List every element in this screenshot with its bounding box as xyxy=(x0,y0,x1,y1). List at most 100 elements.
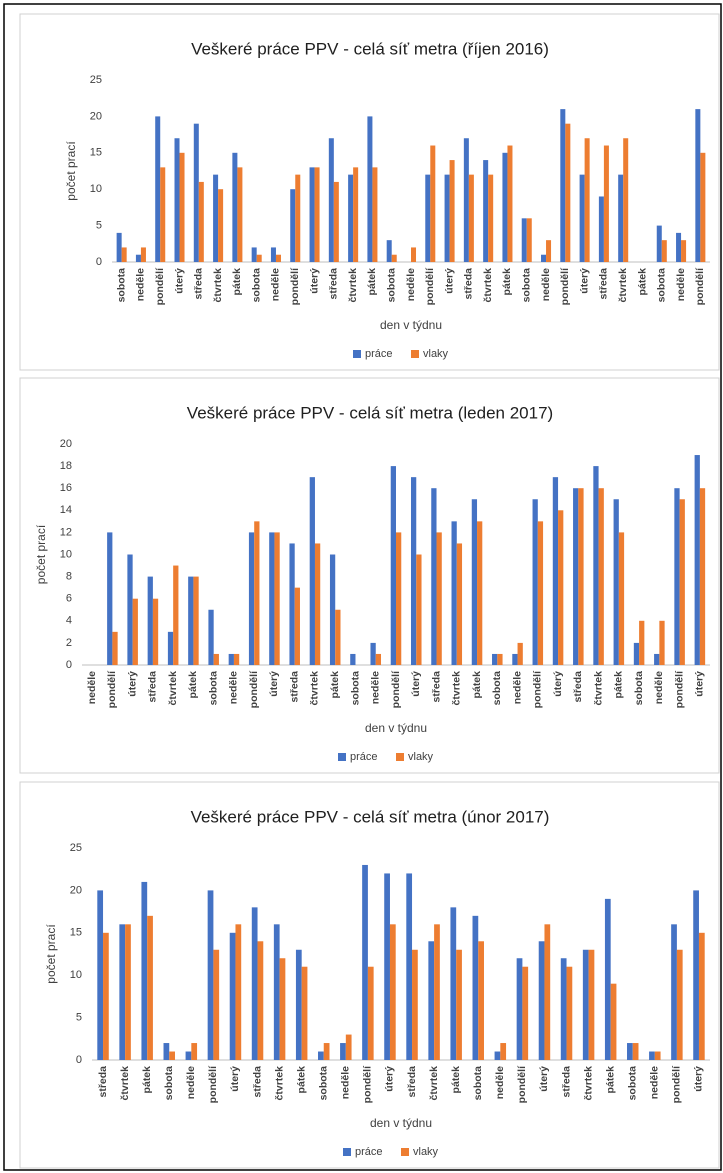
chart-title: Veškeré práce PPV - celá síť metra (říje… xyxy=(191,39,549,58)
x-tick-label: čtvrtek xyxy=(273,1066,285,1101)
x-tick-label: neděle xyxy=(511,671,523,704)
x-tick-label: neděle xyxy=(649,1066,661,1099)
x-tick-label: středa xyxy=(463,268,475,300)
x-tick-label: středa xyxy=(97,1066,109,1098)
legend-label: práce xyxy=(365,348,393,360)
bar xyxy=(679,499,685,665)
x-tick-label: pondělí xyxy=(559,267,571,305)
bar xyxy=(375,653,382,665)
y-tick-label: 0 xyxy=(66,659,72,671)
bar xyxy=(552,477,559,665)
x-tick-label: úterý xyxy=(126,671,138,697)
bar xyxy=(367,116,373,263)
x-tick-label: úterý xyxy=(693,1066,705,1092)
bar xyxy=(618,532,625,665)
y-tick-label: 12 xyxy=(60,526,72,538)
bar xyxy=(565,123,571,263)
x-tick-label: pondělí xyxy=(106,670,118,708)
bar xyxy=(256,254,262,262)
bar xyxy=(185,1051,192,1060)
bar xyxy=(517,642,523,665)
y-tick-label: 15 xyxy=(70,927,82,939)
bar xyxy=(463,138,469,262)
bar xyxy=(699,488,706,665)
bar xyxy=(541,254,547,262)
x-tick-label: sobota xyxy=(521,268,533,303)
bar xyxy=(649,1051,655,1060)
x-tick-label: čtvrtek xyxy=(428,1066,440,1101)
bar xyxy=(578,488,584,665)
bar xyxy=(257,941,264,1060)
bar xyxy=(521,218,527,262)
legend-swatch xyxy=(401,1148,409,1156)
bar xyxy=(314,543,321,665)
x-tick-label: pátek xyxy=(450,1066,462,1094)
x-tick-label: pondělí xyxy=(694,267,706,305)
x-tick-label: úterý xyxy=(694,671,706,697)
bar xyxy=(676,232,682,262)
x-tick-label: sobota xyxy=(491,671,503,706)
bar xyxy=(406,873,413,1060)
bar xyxy=(318,1051,324,1060)
bar xyxy=(472,915,479,1060)
bar xyxy=(384,873,390,1060)
x-tick-label: pátek xyxy=(471,671,483,699)
bar xyxy=(103,932,109,1060)
x-tick-label: sobota xyxy=(633,671,645,706)
x-tick-label: úterý xyxy=(229,1066,241,1092)
bar xyxy=(698,932,705,1060)
x-tick-label: středa xyxy=(193,268,205,300)
bar xyxy=(213,174,219,262)
x-tick-label: pondělí xyxy=(424,267,436,305)
x-tick-label: čtvrtek xyxy=(451,671,463,706)
x-tick-label: neděle xyxy=(270,268,282,301)
x-tick-label: úterý xyxy=(443,268,455,294)
x-tick-label: sobota xyxy=(318,1066,330,1101)
bar xyxy=(167,631,174,665)
y-tick-label: 6 xyxy=(66,593,72,605)
bar xyxy=(633,642,640,665)
bar xyxy=(135,254,141,262)
bar xyxy=(412,949,418,1060)
bar xyxy=(456,543,463,665)
bar xyxy=(488,174,494,262)
bar xyxy=(537,521,544,665)
bar xyxy=(367,966,374,1060)
bar xyxy=(155,116,161,263)
bar xyxy=(391,254,397,262)
y-tick-label: 0 xyxy=(76,1054,82,1066)
bar xyxy=(273,924,280,1060)
bar xyxy=(329,554,336,665)
x-tick-label: sobota xyxy=(627,1066,639,1101)
bar xyxy=(526,218,532,262)
bar xyxy=(593,466,599,665)
y-tick-label: 10 xyxy=(60,548,72,560)
bar xyxy=(416,554,422,665)
bar xyxy=(693,890,699,1060)
bar xyxy=(125,924,131,1060)
bar xyxy=(229,932,236,1060)
x-tick-label: pondělí xyxy=(248,670,260,708)
bar xyxy=(112,631,118,665)
bar xyxy=(140,247,146,262)
x-tick-label: pondělí xyxy=(516,1065,528,1103)
y-tick-label: 8 xyxy=(66,571,72,583)
bar xyxy=(279,958,286,1060)
x-tick-label: čtvrtek xyxy=(347,268,359,303)
bar xyxy=(522,966,529,1060)
bar xyxy=(207,890,214,1060)
bar xyxy=(218,189,224,262)
chart-title: Veškeré práce PPV - celá síť metra (únor… xyxy=(191,807,550,826)
x-tick-label: sobota xyxy=(385,268,397,303)
bar xyxy=(468,174,474,262)
y-tick-label: 20 xyxy=(90,110,102,122)
y-tick-label: 25 xyxy=(90,74,102,86)
bar xyxy=(132,598,138,665)
bar xyxy=(573,488,579,665)
y-axis-label: počet prací xyxy=(64,141,78,201)
x-tick-label: pondělí xyxy=(532,670,544,708)
bar xyxy=(335,609,341,665)
bar xyxy=(191,1043,198,1060)
bar xyxy=(362,864,368,1060)
